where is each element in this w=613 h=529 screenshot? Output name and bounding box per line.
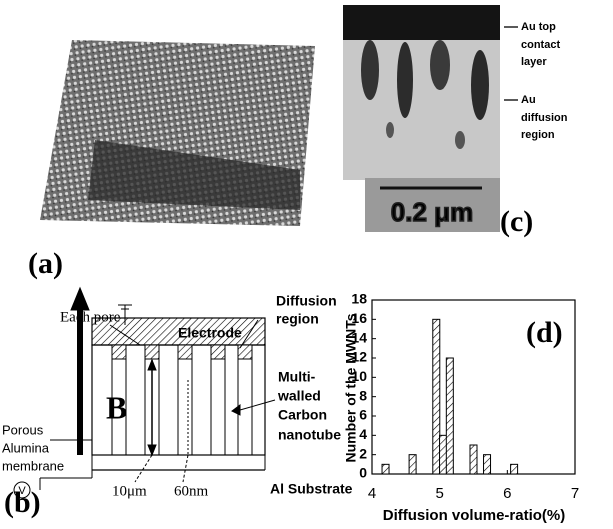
label: region xyxy=(276,311,319,327)
annotation: contact xyxy=(521,39,560,51)
bar xyxy=(511,464,518,474)
label: Al Substrate xyxy=(270,481,353,497)
figure: (a) 0.2 μm (c) Au top contact layer Au d… xyxy=(0,0,613,529)
annotation: layer xyxy=(521,56,547,68)
y-tick-label: 18 xyxy=(351,291,367,307)
label: Carbon xyxy=(278,407,327,423)
label: walled xyxy=(277,388,321,404)
label: nanotube xyxy=(278,427,341,443)
label: Porous xyxy=(2,422,44,437)
x-tick-label: 5 xyxy=(435,485,443,502)
panel-label: (c) xyxy=(500,205,533,238)
annotation: diffusion xyxy=(521,112,568,124)
annotation: Au xyxy=(521,94,536,106)
label: 60nm xyxy=(174,483,209,499)
panel-label: (d) xyxy=(526,316,563,349)
label: Diffusion xyxy=(276,293,337,309)
panel-label: (b) xyxy=(4,486,41,519)
label: Each pore xyxy=(60,309,121,325)
annotation: region xyxy=(521,129,555,141)
x-tick-label: 6 xyxy=(503,485,511,502)
histogram: (d) Diffusion volume-ratio(%) Number of … xyxy=(343,291,579,524)
label: membrane xyxy=(2,458,64,473)
bar xyxy=(470,445,477,474)
label: Multi- xyxy=(278,369,316,385)
label: Electrode xyxy=(178,325,242,341)
y-tick-label: 14 xyxy=(351,329,367,345)
bar xyxy=(382,464,389,474)
y-tick-label: 12 xyxy=(351,349,367,365)
x-tick-label: 4 xyxy=(368,485,376,502)
panel-label: (a) xyxy=(28,247,63,280)
label: Alumina xyxy=(2,440,50,455)
y-tick-label: 4 xyxy=(359,426,367,442)
bar xyxy=(409,455,416,474)
y-tick-label: 6 xyxy=(359,407,367,423)
bar xyxy=(440,435,447,474)
label: 10μm xyxy=(112,483,147,499)
y-tick-label: 8 xyxy=(359,387,367,403)
x-tick-label: 7 xyxy=(571,485,579,502)
bar xyxy=(484,455,491,474)
bar xyxy=(433,319,440,474)
y-tick-label: 10 xyxy=(351,368,367,384)
y-tick-label: 0 xyxy=(359,465,367,481)
label: B xyxy=(106,389,127,425)
x-axis-label: Diffusion volume-ratio(%) xyxy=(383,507,566,524)
annotation: Au top xyxy=(521,21,556,33)
scale-bar-label: 0.2 μm xyxy=(391,197,473,227)
sem-image xyxy=(40,40,315,226)
bar xyxy=(446,358,453,474)
y-tick-label: 2 xyxy=(359,445,367,461)
y-tick-label: 16 xyxy=(351,310,367,326)
